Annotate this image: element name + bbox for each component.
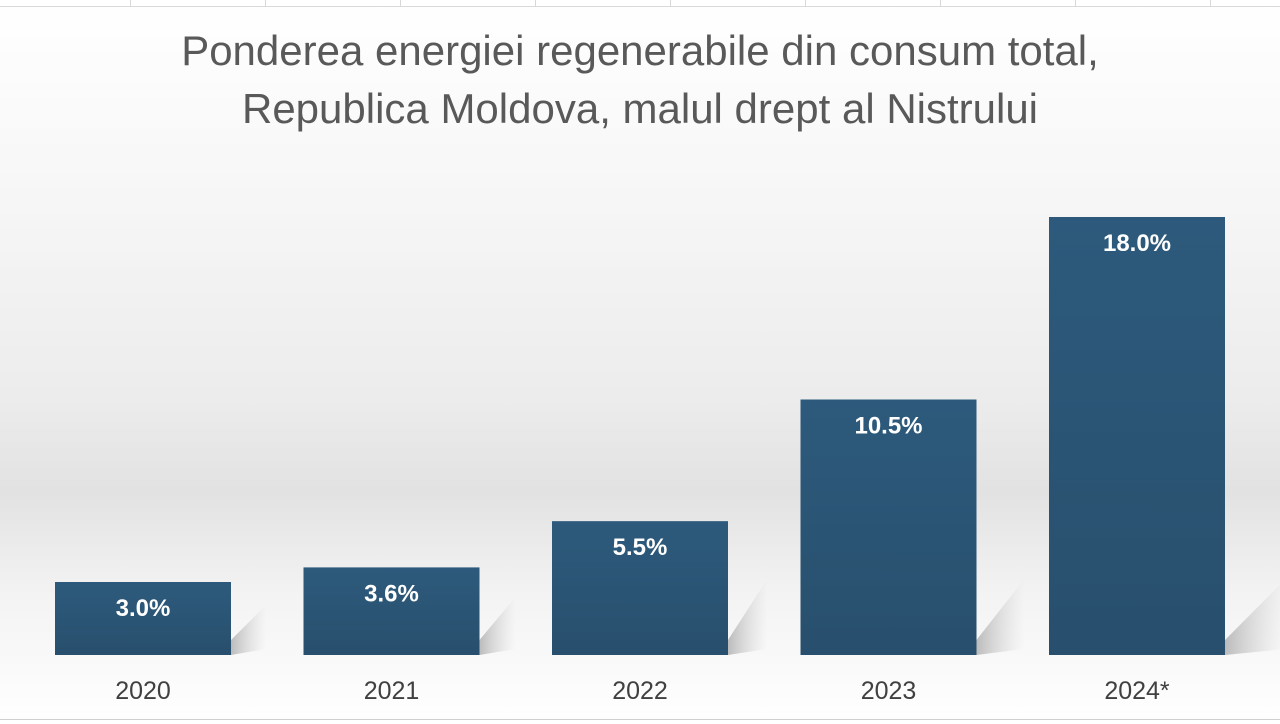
data-label: 5.5% bbox=[613, 534, 668, 561]
data-label: 3.6% bbox=[364, 580, 419, 607]
data-label: 18.0% bbox=[1103, 230, 1171, 257]
bar-shadow bbox=[728, 579, 768, 655]
x-tick-label: 2023 bbox=[861, 677, 917, 705]
x-tick-label: 2024* bbox=[1104, 677, 1170, 705]
bar-shadow bbox=[976, 579, 1025, 655]
bar-shadow bbox=[231, 604, 267, 655]
bar-2024 bbox=[1049, 217, 1225, 655]
x-tick-label: 2020 bbox=[115, 677, 171, 705]
chart-title-line-1: Ponderea energiei regenerabile din consu… bbox=[181, 27, 1099, 74]
chart-title: Ponderea energiei regenerabile din consu… bbox=[0, 22, 1280, 138]
bar-2021 bbox=[303, 567, 480, 655]
chart-title-line-2: Republica Moldova, malul drept al Nistru… bbox=[241, 85, 1039, 132]
top-gridlines bbox=[0, 0, 1280, 7]
bar-shadow bbox=[1225, 584, 1280, 655]
x-tick-label: 2021 bbox=[364, 677, 420, 705]
bottom-border bbox=[0, 719, 1280, 720]
bar-2023 bbox=[800, 399, 977, 655]
bar-2020 bbox=[55, 582, 231, 655]
data-label: 3.0% bbox=[116, 595, 171, 622]
bar-2022 bbox=[552, 521, 728, 655]
bar-shadow bbox=[479, 596, 516, 655]
data-label: 10.5% bbox=[854, 413, 922, 440]
x-tick-label: 2022 bbox=[612, 677, 668, 705]
